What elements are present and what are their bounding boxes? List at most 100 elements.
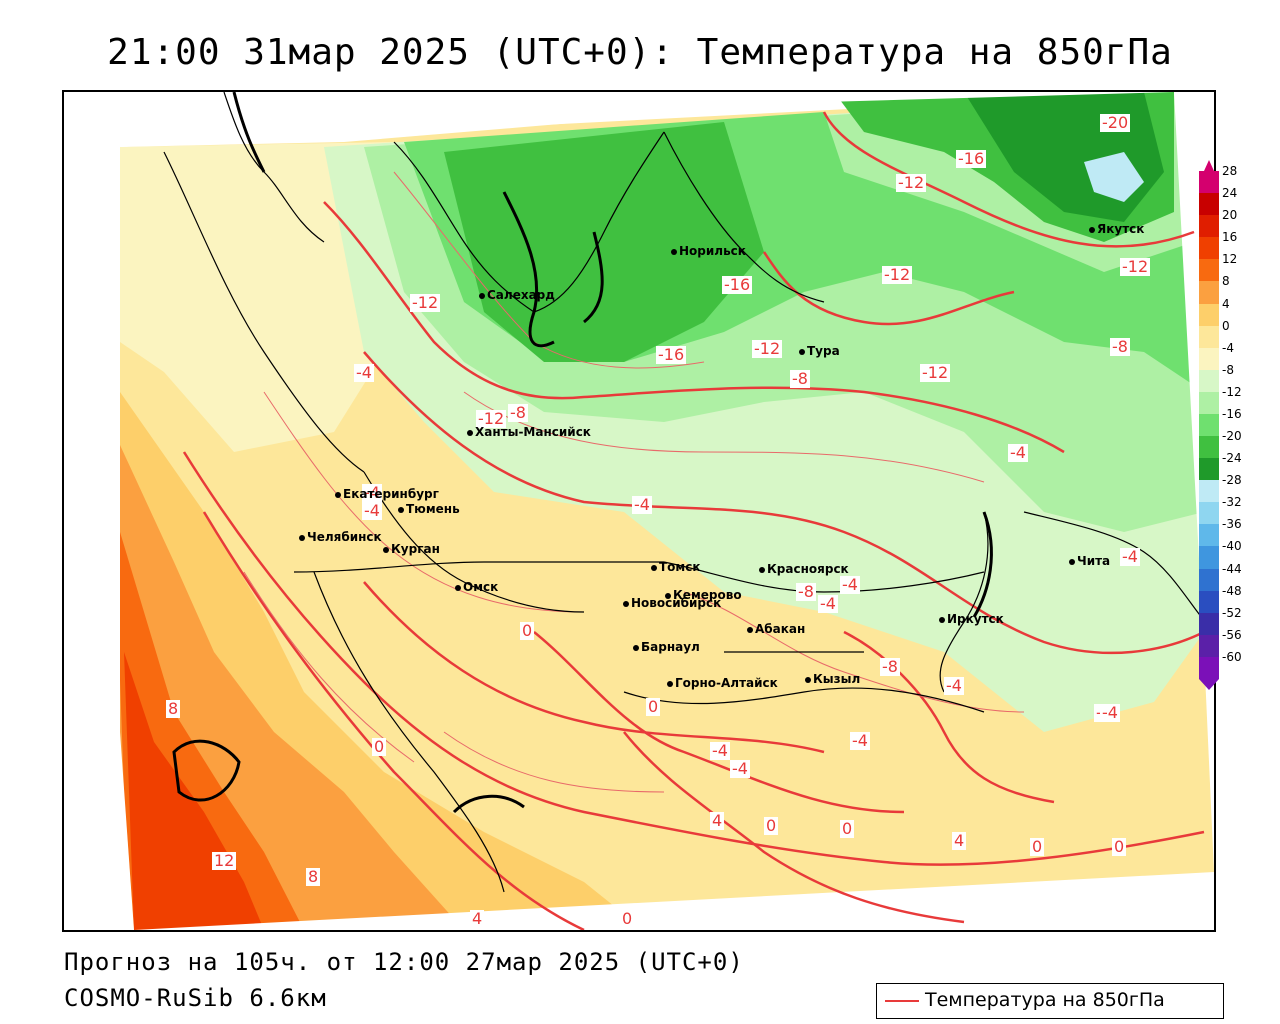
city-layer: Салехард Норильск Якутск Тура Ханты-Мансийск… bbox=[64, 92, 1214, 930]
contour-value-label: -4 bbox=[632, 495, 652, 514]
contour-value-label: 4 bbox=[710, 811, 725, 830]
contour-value-label: 8 bbox=[306, 867, 321, 886]
city-dot-icon bbox=[671, 249, 677, 255]
colorbar-tick-label: 20 bbox=[1222, 208, 1238, 223]
contour-value-label: -8 bbox=[880, 657, 900, 676]
region-pale-0 bbox=[120, 142, 394, 452]
contour-value-label: -8 bbox=[1110, 337, 1130, 356]
colorbar-tick-label: 24 bbox=[1222, 186, 1238, 201]
colorbar-tick-label: -4 bbox=[1222, 340, 1234, 355]
colorbar-swatch bbox=[1199, 413, 1219, 437]
contour-value-label: 8 bbox=[166, 699, 181, 718]
colorbar-tick-label: 16 bbox=[1222, 230, 1238, 245]
colorbar-bottom-arrow bbox=[1199, 678, 1219, 690]
colorbar-tick-label: -44 bbox=[1222, 561, 1242, 576]
colorbar-swatch bbox=[1199, 303, 1219, 326]
colorbar-swatch bbox=[1199, 634, 1219, 657]
colorbar-swatch bbox=[1199, 568, 1219, 591]
colorbar-tick-label: -40 bbox=[1222, 539, 1242, 554]
temperature-map[interactable]: -20 -16 -12 -16 -12 -12 -16 -12 -8 -12 -8 -12 -4 -8 -1… bbox=[62, 90, 1216, 932]
city-dot-icon bbox=[667, 681, 673, 687]
colorbar-swatch bbox=[1199, 436, 1219, 459]
contour-value-label: -4 bbox=[840, 575, 860, 594]
city-label: Новосибирск bbox=[631, 596, 722, 610]
contour-value-label: -8 bbox=[508, 403, 528, 422]
city-dot-icon bbox=[1069, 559, 1075, 565]
city-label: Тюмень bbox=[406, 502, 460, 516]
colorbar-swatch bbox=[1199, 347, 1219, 370]
contour-value-label: 0 bbox=[840, 819, 855, 838]
colorbar-swatch bbox=[1199, 215, 1219, 238]
contour-value-label: -4 bbox=[1008, 443, 1028, 462]
domain-outside-west bbox=[64, 92, 134, 930]
contour-value-label: 0 bbox=[372, 737, 387, 756]
city-dot-icon bbox=[398, 507, 404, 513]
city-dot-icon bbox=[633, 645, 639, 651]
city-label: Якутск bbox=[1097, 222, 1145, 236]
colorbar-swatch bbox=[1199, 546, 1219, 569]
contour-value-label: -4 bbox=[730, 759, 750, 778]
city-label: Красноярск bbox=[767, 562, 849, 576]
contour-value-label: -4 bbox=[362, 501, 382, 520]
model-info: COSMO-RuSib 6.6км bbox=[64, 984, 327, 1012]
legend-line-swatch bbox=[885, 1000, 919, 1002]
contour-value-label: 0 bbox=[520, 621, 535, 640]
city-label: Горно-Алтайск bbox=[675, 676, 778, 690]
city-label: Томск bbox=[659, 560, 701, 574]
contour-value-label: -4 bbox=[818, 594, 838, 613]
colorbar-tick-label: -12 bbox=[1222, 384, 1242, 399]
contour-value-label: -4 bbox=[1120, 547, 1140, 566]
contour-value-label: -12 bbox=[896, 173, 927, 192]
map-title: 21:00 31мар 2025 (UTC+0): Температура на… bbox=[107, 32, 1173, 73]
city-dot-icon bbox=[467, 430, 473, 436]
contour-value-label: -4 bbox=[850, 731, 870, 750]
city-dot-icon bbox=[747, 627, 753, 633]
colorbar-swatch bbox=[1199, 391, 1219, 414]
city-dot-icon bbox=[1089, 227, 1095, 233]
colorbar-swatch bbox=[1199, 281, 1219, 304]
colorbar-swatch bbox=[1199, 590, 1219, 613]
city-label: Абакан bbox=[755, 622, 806, 636]
city-dot-icon bbox=[455, 585, 461, 591]
city-dot-icon bbox=[623, 601, 629, 607]
city-dot-icon bbox=[479, 293, 485, 299]
contour-value-label: 0 bbox=[764, 816, 779, 835]
contour-value-label: -4 bbox=[362, 483, 382, 502]
contour-value-label: -8 bbox=[790, 369, 810, 388]
colorbar-swatch bbox=[1199, 656, 1219, 679]
region-cold-minus24 bbox=[1084, 152, 1144, 202]
legend-label: Температура на 850гПа bbox=[925, 989, 1165, 1011]
colorbar-swatch bbox=[1199, 171, 1219, 194]
contour-lines bbox=[182, 111, 1205, 930]
city-label: Кемерово bbox=[673, 588, 742, 602]
contour-value-label: -12 bbox=[920, 363, 951, 382]
city-label: Иркутск bbox=[947, 612, 1004, 626]
region-cold-minus16 bbox=[444, 122, 764, 362]
colorbar-tick-label: -24 bbox=[1222, 451, 1242, 466]
colorbar-tick-label: -28 bbox=[1222, 473, 1242, 488]
temperature-colorbar bbox=[1199, 160, 1219, 690]
colorbar-swatch bbox=[1199, 612, 1219, 635]
colorbar-tick-label: 12 bbox=[1222, 252, 1238, 267]
city-label: Челябинск bbox=[307, 530, 382, 544]
colorbar-swatch bbox=[1199, 237, 1219, 260]
contour-value-label: -16 bbox=[656, 345, 687, 364]
domain-outside-south bbox=[134, 872, 1214, 930]
contour-value-label: -8 bbox=[796, 582, 816, 601]
colorbar-swatch bbox=[1199, 458, 1219, 481]
contour-value-label: -4 bbox=[710, 741, 730, 760]
city-dot-icon bbox=[299, 535, 305, 541]
contour-value-label: -20 bbox=[1100, 113, 1131, 132]
city-label: Салехард bbox=[487, 288, 555, 302]
city-label: Чита bbox=[1077, 554, 1111, 568]
colorbar-tick-label: 0 bbox=[1222, 318, 1230, 333]
colorbar-tick-label: -36 bbox=[1222, 517, 1242, 532]
colorbar-swatch bbox=[1199, 325, 1219, 348]
contour-value-label: 4 bbox=[952, 831, 967, 850]
colorbar-swatch bbox=[1199, 259, 1219, 282]
contour-value-label: -12 bbox=[410, 293, 441, 312]
contour-value-label: 0 bbox=[1112, 837, 1127, 856]
city-label: Барнаул bbox=[641, 640, 700, 654]
city-label: Норильск bbox=[679, 244, 746, 258]
contour-value-label: -12 bbox=[882, 265, 913, 284]
